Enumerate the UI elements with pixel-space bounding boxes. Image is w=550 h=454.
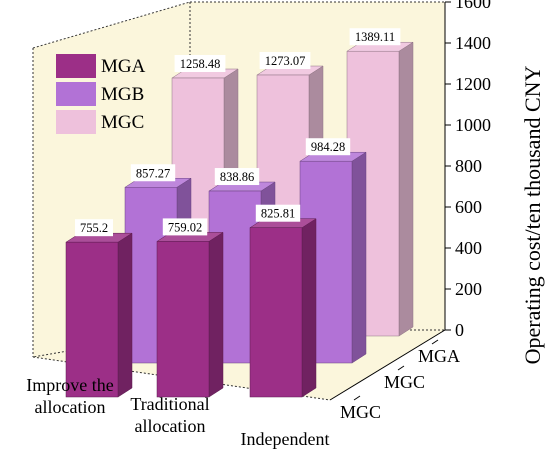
depth-tick-mark: [353, 395, 361, 401]
legend-label-mga: MGA: [101, 56, 146, 77]
frame-edge: [32, 329, 191, 358]
legend-label-mgc: MGC: [101, 112, 144, 133]
depth-tick-mark: [431, 339, 439, 345]
value-label: 857.27: [136, 166, 170, 180]
value-label: 759.02: [168, 220, 202, 234]
value-label: 825.81: [261, 207, 295, 221]
bars-layer: 1258.48 1273.07 1389.11 857.27 838.86 984.28 7…: [65, 28, 414, 398]
value-label: 755.2: [80, 221, 108, 235]
legend: MGA MGB MGC: [56, 54, 146, 134]
legend-swatch-mgc: [56, 110, 96, 134]
bar-mga-1: 759.02: [156, 218, 224, 398]
value-label-bg: [305, 138, 351, 156]
bar-side-face: [117, 232, 133, 398]
x-category-label: Independent: [241, 429, 330, 449]
depth-axis-line: [329, 329, 446, 401]
value-label-bg: [214, 168, 260, 186]
y-tick-label: 200: [455, 279, 482, 299]
depth-tick-mark: [397, 365, 405, 371]
y-tick-label: 400: [455, 238, 482, 258]
value-label: 984.28: [311, 140, 345, 154]
y-axis-label: Operating cost/ten thousand CNY: [520, 66, 545, 365]
bar-front-face: [65, 241, 119, 398]
value-label-bg: [130, 164, 176, 182]
bar-front-face: [156, 241, 210, 398]
depth-tick-label: MGA: [418, 346, 460, 366]
bar-side-face: [208, 231, 224, 398]
y-tick-label: 1600: [455, 0, 491, 12]
frame-edge: [32, 1, 191, 49]
value-label-bg: [75, 219, 113, 237]
value-label-bg: [255, 204, 301, 222]
bar-side-face: [301, 218, 317, 398]
legend-swatch-mgb: [56, 82, 96, 106]
value-label: 838.86: [220, 170, 254, 184]
value-label: 1273.07: [265, 54, 306, 68]
depth-tick-label: MGC: [384, 372, 425, 392]
value-label-bg: [259, 52, 311, 70]
value-label: 1389.11: [355, 30, 395, 44]
y-axis: 0 200 400 600 800 1000 1200 1400 1600: [445, 0, 491, 340]
legend-swatch-mga: [56, 54, 96, 78]
y-tick-label: 1400: [455, 33, 491, 53]
y-tick-label: 0: [455, 320, 464, 340]
legend-label-mgb: MGB: [101, 84, 144, 105]
bar-side-face: [351, 151, 367, 364]
bar-mga-2: 825.81: [249, 204, 317, 398]
value-label-bg: [162, 218, 208, 236]
x-category-labels: Improve the allocation Traditional allocati…: [26, 375, 329, 449]
y-tick-label: 1200: [455, 74, 491, 94]
x-category-label: Improve the allocation: [26, 375, 113, 417]
value-label-bg: [349, 28, 401, 46]
bar-front-face: [249, 227, 303, 398]
y-tick-label: 600: [455, 197, 482, 217]
y-tick-label: 800: [455, 156, 482, 176]
value-label-bg: [174, 55, 226, 73]
y-tick-label: 1000: [455, 115, 491, 135]
bar-mga-0: 755.2: [65, 219, 133, 398]
bar-side-face: [398, 41, 414, 337]
value-label: 1258.48: [180, 57, 221, 71]
depth-tick-label: MGC: [340, 402, 381, 422]
x-category-label: Traditional allocation: [130, 394, 209, 436]
